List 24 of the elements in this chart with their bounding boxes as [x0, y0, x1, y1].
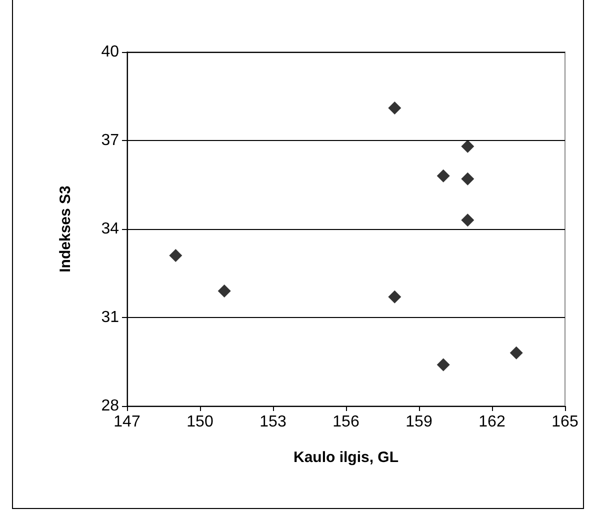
point — [461, 140, 474, 153]
point — [436, 169, 450, 182]
x-tick-label: 159 — [406, 414, 432, 430]
x-tick-label: 150 — [186, 414, 214, 430]
x-tick-label: 153 — [260, 414, 286, 430]
point — [436, 358, 450, 372]
y-tick-label: 37 — [101, 132, 120, 149]
point — [510, 346, 523, 360]
point — [169, 249, 182, 262]
x-tick-label: 162 — [478, 414, 506, 430]
y-tick-label: 28 — [101, 398, 120, 414]
x-tick-label: 156 — [332, 414, 360, 430]
x-tick-label: 165 — [552, 414, 578, 430]
x-axis-title: Kaulo ilgis, GL — [293, 449, 399, 466]
y-tick-label: 40 — [101, 44, 120, 60]
x-tick-label: 147 — [114, 414, 140, 430]
point — [461, 172, 474, 186]
point — [388, 102, 402, 115]
point — [388, 290, 402, 304]
y-axis-title: Indekses S3 — [57, 186, 74, 272]
y-tick-label: 31 — [101, 309, 120, 326]
point — [461, 214, 474, 227]
point — [218, 284, 231, 298]
y-tick-label: 34 — [101, 220, 120, 238]
